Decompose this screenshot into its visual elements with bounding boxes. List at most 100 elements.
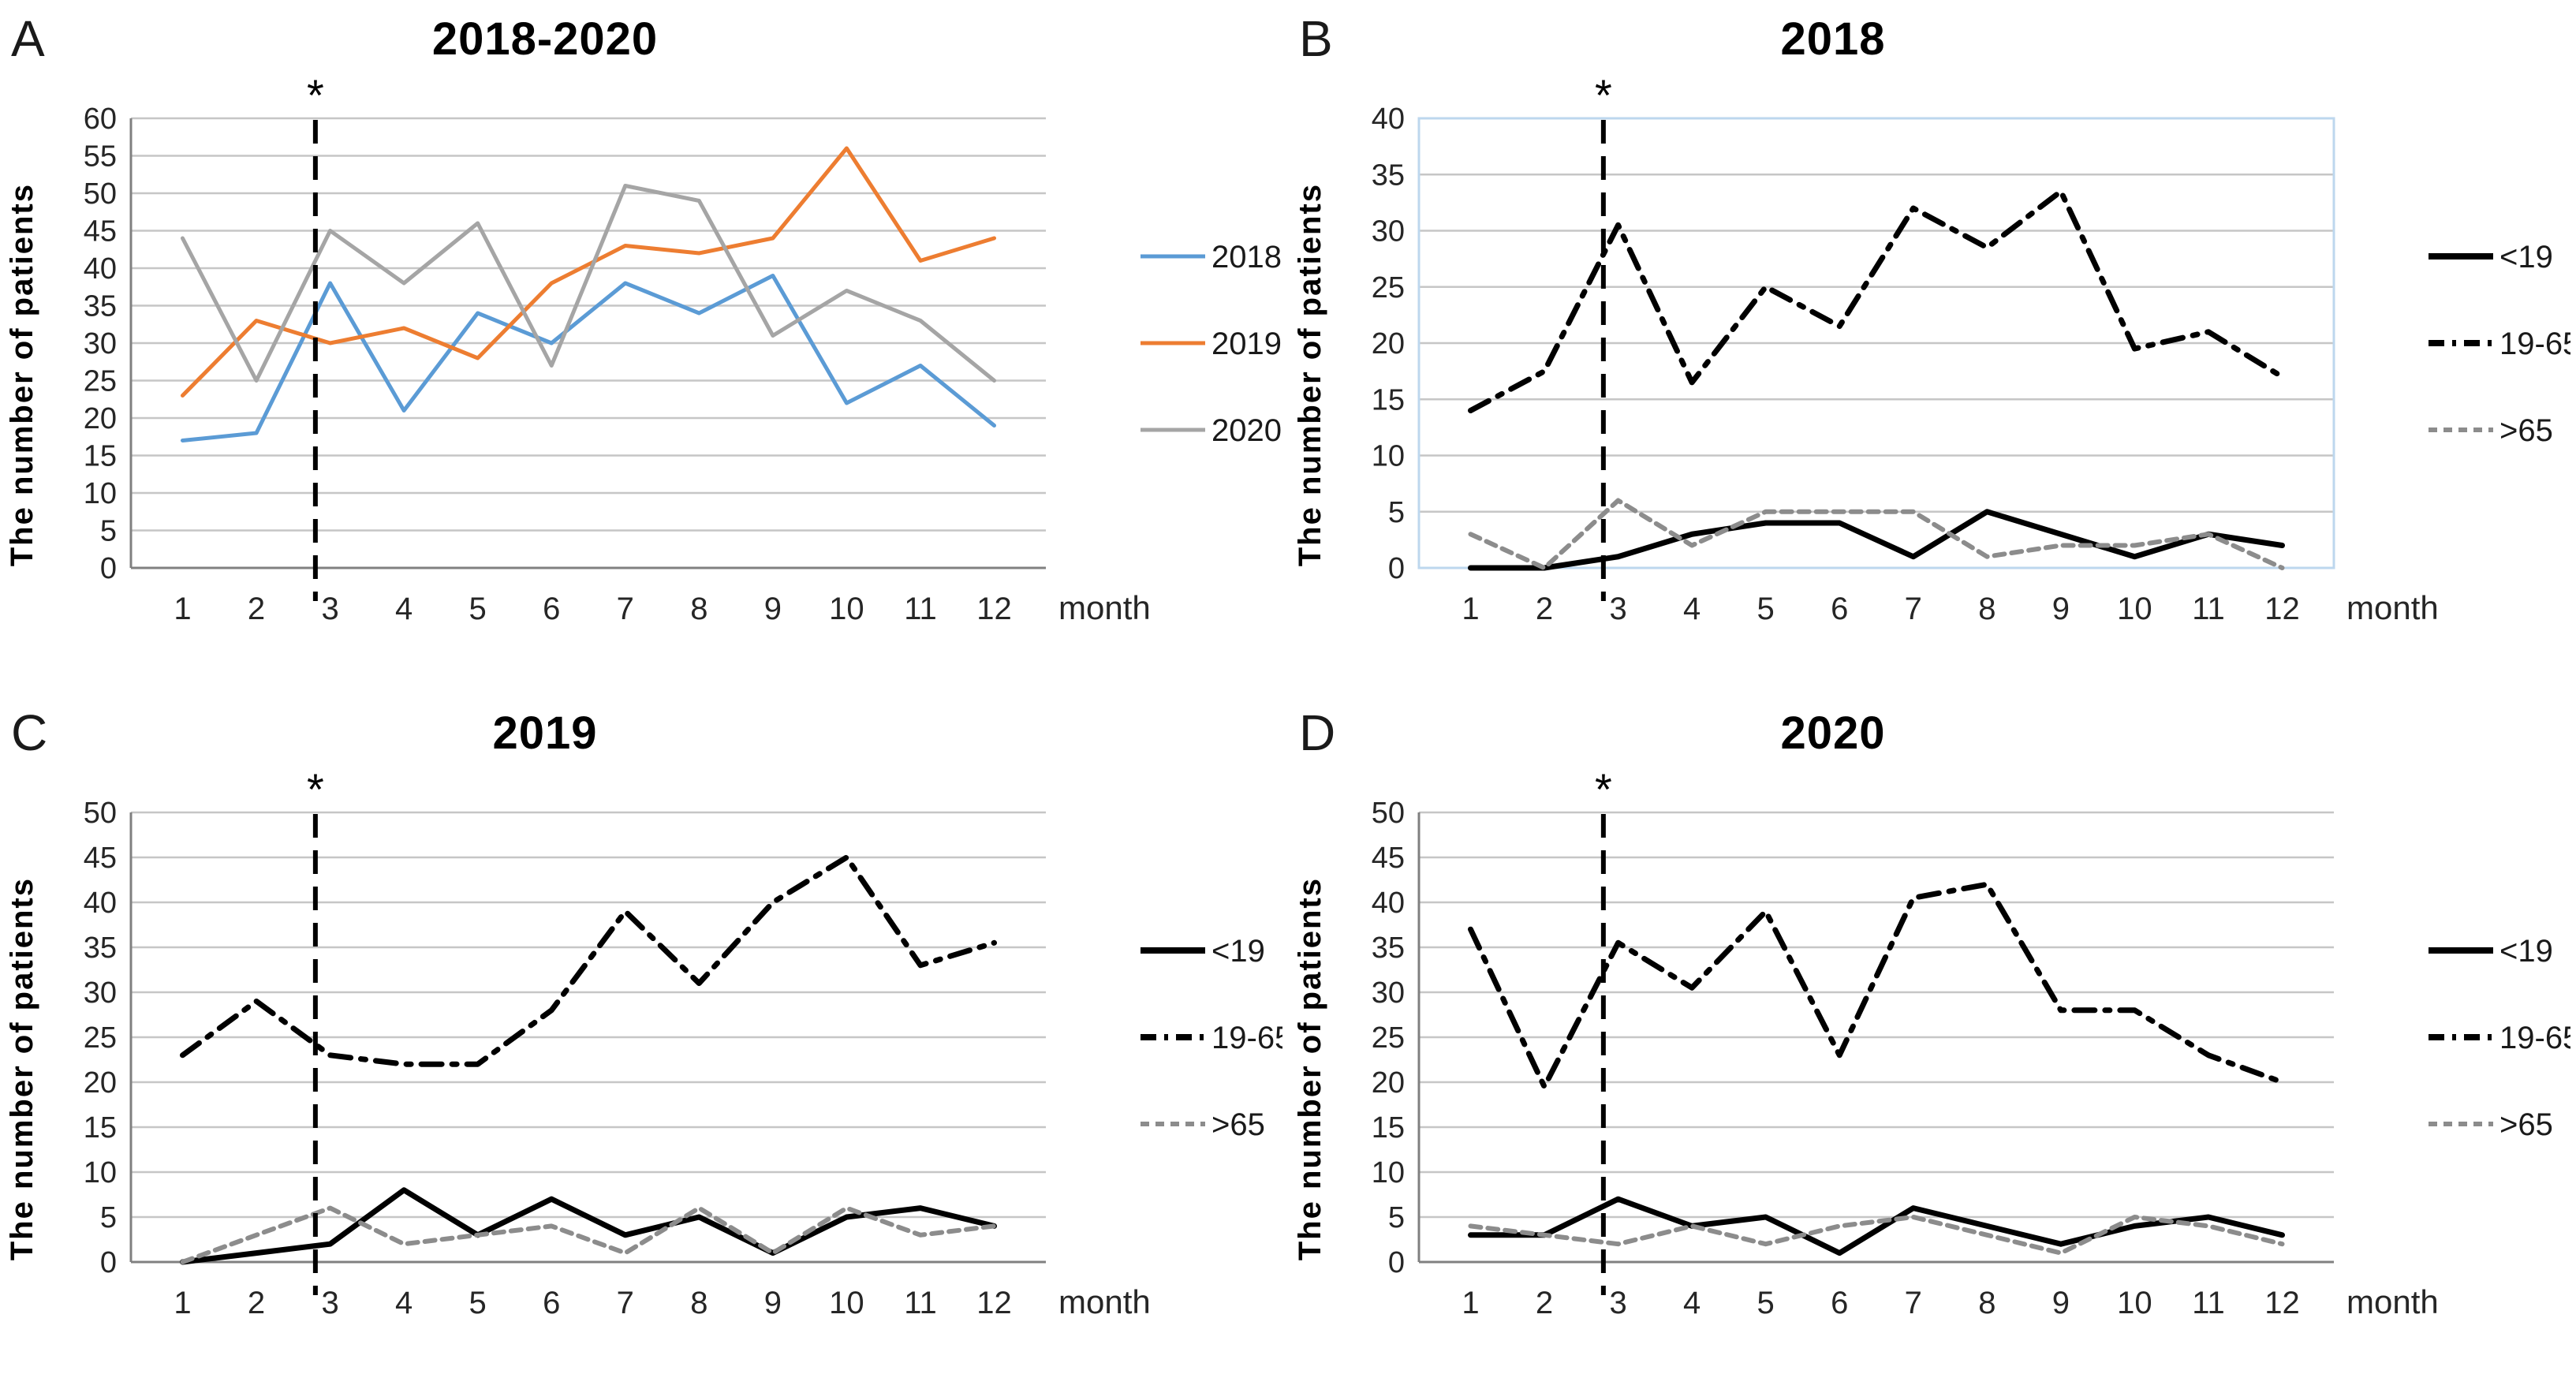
panel-a: A 2018-2020 The number of patients 0 5 10 1…: [0, 0, 1288, 694]
svg-text:25: 25: [84, 1021, 117, 1055]
svg-text:15: 15: [1372, 383, 1405, 416]
svg-text:55: 55: [84, 140, 117, 174]
svg-text:5: 5: [1757, 592, 1775, 626]
legend: <19 19-65 >65: [2429, 934, 2576, 1142]
series-line->65: [180, 1205, 997, 1264]
panel-c: C 2019 The number of patients 0 5 10 15 20 25…: [0, 694, 1289, 1389]
panel-b-body: The number of patients 0 5 10 15 20 25 30 35 40 1…: [1288, 70, 2576, 674]
svg-text:20: 20: [84, 402, 117, 435]
svg-text:1: 1: [1462, 1286, 1479, 1320]
svg-text:10: 10: [1372, 1156, 1405, 1189]
x-axis-title: month: [1058, 589, 1151, 626]
svg-text:5: 5: [1757, 1286, 1775, 1320]
svg-text:20: 20: [1372, 1066, 1405, 1100]
asterisk-annotation: *: [307, 769, 324, 814]
x-axis-labels: 1 2 3 4 5 6 7 8 9 10 11 12 month: [174, 1283, 1150, 1320]
series-line-2019: [180, 146, 997, 398]
svg-text:60: 60: [84, 103, 117, 136]
svg-text:12: 12: [976, 592, 1012, 626]
svg-text:10: 10: [84, 477, 117, 510]
svg-text:45: 45: [1372, 842, 1405, 875]
svg-text:6: 6: [1831, 1286, 1848, 1320]
svg-text:7: 7: [1905, 592, 1922, 626]
legend: <19 19-65 >65: [1141, 934, 1288, 1142]
series-line-2018: [180, 274, 997, 442]
svg-text:10: 10: [829, 1286, 864, 1320]
panel-c-title: 2019: [492, 708, 598, 759]
svg-text:1: 1: [1462, 592, 1479, 626]
svg-text:5: 5: [100, 515, 117, 548]
svg-text:4: 4: [1683, 592, 1701, 626]
panel-d-body: The number of patients 0 5 10 15 20 25 30 35 40 4…: [1288, 764, 2576, 1368]
svg-text:45: 45: [84, 215, 117, 248]
svg-text:45: 45: [84, 842, 117, 875]
svg-text:5: 5: [469, 1286, 487, 1320]
legend-label-2019: 2019: [1211, 327, 1282, 361]
svg-text:40: 40: [84, 252, 117, 286]
svg-text:6: 6: [543, 592, 560, 626]
legend-label-<19: <19: [1211, 934, 1265, 969]
gridlines: 0 5 10 15 20 25 30 35 40 45 50: [1372, 797, 2334, 1279]
x-axis-labels: 1 2 3 4 5 6 7 8 9 10 11 12 month: [1462, 1283, 2438, 1320]
svg-text:1: 1: [174, 592, 191, 626]
legend-label-19-65: 19-65: [1211, 1021, 1282, 1055]
svg-text:5: 5: [1388, 496, 1405, 529]
panel-d: D 2020 The number of patients 0 5 10 15 20 25…: [1288, 694, 2576, 1389]
svg-text:2: 2: [248, 592, 265, 626]
legend-label-2018: 2018: [1211, 240, 1282, 274]
svg-text:35: 35: [1372, 159, 1405, 192]
legend-label->65: >65: [2499, 1107, 2553, 1142]
panel-b-letter: B: [1299, 10, 1333, 67]
svg-text:12: 12: [976, 1286, 1012, 1320]
svg-text:2: 2: [1536, 592, 1553, 626]
svg-text:8: 8: [690, 1286, 707, 1320]
panel-d-y-axis-label: The number of patients: [1292, 876, 1327, 1261]
svg-text:40: 40: [84, 887, 117, 920]
svg-text:12: 12: [2264, 1286, 2300, 1320]
dashed-vertical-marker: *: [1595, 70, 1612, 601]
x-axis-labels: 1 2 3 4 5 6 7 8 9 10 11 12 month: [1462, 589, 2438, 626]
panel-d-title: 2020: [1780, 708, 1886, 759]
svg-text:15: 15: [84, 440, 117, 473]
svg-text:8: 8: [1978, 1286, 1995, 1320]
panel-a-title: 2018-2020: [431, 13, 659, 65]
svg-text:12: 12: [2264, 592, 2300, 626]
svg-text:9: 9: [2052, 592, 2070, 626]
legend-label->65: >65: [2499, 413, 2553, 448]
series-line-<19: [1467, 1196, 2286, 1256]
svg-text:11: 11: [2192, 1286, 2225, 1320]
svg-text:35: 35: [84, 290, 117, 323]
svg-text:25: 25: [1372, 271, 1405, 304]
svg-text:30: 30: [84, 327, 117, 360]
svg-text:10: 10: [2117, 592, 2152, 626]
panel-c-body: The number of patients 0 5 10 15 20 25 30 35 40 4…: [0, 764, 1289, 1368]
svg-text:50: 50: [84, 797, 117, 830]
svg-text:35: 35: [1372, 932, 1405, 965]
svg-text:0: 0: [100, 1246, 117, 1279]
svg-text:10: 10: [1372, 440, 1405, 473]
series-line-19-65: [1467, 881, 2286, 1090]
x-axis-labels: 1 2 3 4 5 6 7 8 9 10 11 12 month: [174, 589, 1150, 626]
legend: 2018 2019 2020: [1141, 240, 1282, 448]
series-line->65: [1468, 498, 2285, 570]
svg-text:10: 10: [829, 592, 864, 626]
svg-text:30: 30: [84, 976, 117, 1010]
svg-text:15: 15: [84, 1111, 117, 1144]
svg-text:5: 5: [469, 592, 487, 626]
panel-b-title: 2018: [1780, 13, 1886, 65]
panel-b: B 2018 The number of patients 0 5 10 15 20 25…: [1288, 0, 2576, 694]
series-line-19-65: [1467, 189, 2286, 413]
svg-text:7: 7: [617, 1286, 634, 1320]
x-axis-title: month: [2346, 589, 2439, 626]
series-line-19-65: [179, 854, 998, 1067]
svg-text:50: 50: [84, 177, 117, 211]
svg-text:4: 4: [1683, 1286, 1701, 1320]
panel-d-letter: D: [1299, 704, 1336, 761]
legend-label-<19: <19: [2499, 240, 2553, 274]
svg-text:8: 8: [690, 592, 707, 626]
legend-label->65: >65: [1211, 1107, 1265, 1142]
